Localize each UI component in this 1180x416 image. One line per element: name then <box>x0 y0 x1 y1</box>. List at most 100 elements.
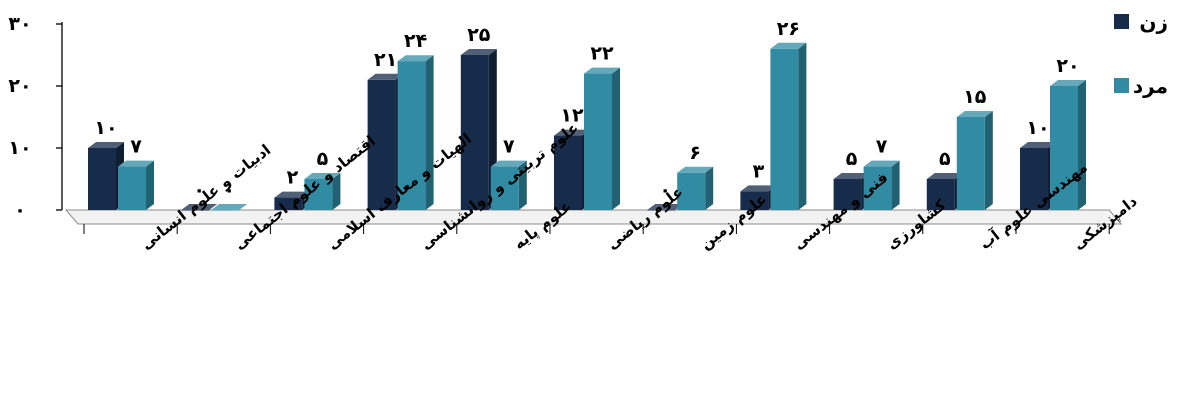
bar-front <box>211 210 240 211</box>
bar-front <box>554 135 582 210</box>
bar-front <box>833 179 862 210</box>
legend-swatch <box>1114 78 1129 93</box>
data-label: ۲۲ <box>590 43 614 65</box>
data-label: ۱۲ <box>560 105 584 127</box>
bar-top <box>118 160 154 167</box>
floor-plane <box>64 209 1123 225</box>
bar-front <box>1050 86 1078 210</box>
bars <box>88 42 1086 211</box>
bar-top <box>490 160 527 167</box>
data-label: ۵ <box>846 148 858 170</box>
bar-top <box>554 129 590 136</box>
bar <box>584 67 620 210</box>
bar-front <box>677 172 706 210</box>
bar-top <box>770 42 807 49</box>
data-label: ۲ <box>287 167 299 189</box>
legend-swatch <box>1114 14 1129 29</box>
bar-side <box>984 111 993 210</box>
bar-top <box>304 173 341 179</box>
bar-top <box>397 55 434 62</box>
data-label: ۰ <box>223 179 235 201</box>
legend-label: مرد <box>1133 74 1168 98</box>
bar-front <box>367 79 396 210</box>
bar-side <box>891 160 900 210</box>
bar-front <box>460 55 489 210</box>
data-label: ۲۶ <box>777 18 800 40</box>
legend-label: زن <box>1139 10 1168 34</box>
bar-top <box>863 160 900 167</box>
data-label: ۰ <box>659 179 671 201</box>
bar-front <box>88 148 116 210</box>
data-label: ۵ <box>939 148 951 170</box>
bar <box>490 160 527 210</box>
data-label: ۱۰ <box>94 117 117 139</box>
bar-top <box>677 166 714 173</box>
bar <box>863 160 900 210</box>
bar-side <box>798 42 807 210</box>
bar-top <box>956 111 993 117</box>
bar-front <box>304 179 333 210</box>
bar-front <box>740 191 769 210</box>
bar-side <box>146 160 154 210</box>
y-tick-label: ۰ <box>14 199 26 221</box>
data-label: ۲۵ <box>467 24 491 46</box>
bar <box>118 160 154 210</box>
bar-top <box>740 185 777 192</box>
bar-front <box>118 166 146 210</box>
y-tick-label: ۱۰ <box>8 137 31 159</box>
bar <box>770 42 807 210</box>
bar <box>397 55 434 211</box>
data-label: ۶ <box>689 142 701 164</box>
data-label: ۷ <box>503 136 515 158</box>
bar-front <box>181 210 210 211</box>
bar-top <box>460 49 497 55</box>
bar <box>88 142 124 210</box>
data-label: ۲۰ <box>1056 55 1079 77</box>
bar-top <box>367 73 404 80</box>
bar-front <box>770 48 799 210</box>
data-label: ۷ <box>130 136 142 158</box>
bar <box>1050 80 1086 210</box>
data-label: ۷ <box>876 136 888 158</box>
bar <box>677 166 714 210</box>
chart-floor <box>64 209 1123 225</box>
bar-top <box>1020 142 1056 148</box>
data-label: ۱۵ <box>963 86 987 108</box>
bar-front <box>863 166 892 210</box>
bar-side <box>705 166 714 210</box>
bar-top <box>211 204 248 210</box>
bar-side <box>425 55 434 211</box>
data-label: ۲۴ <box>404 30 427 52</box>
bar-side <box>1078 80 1086 210</box>
bar <box>211 204 248 211</box>
bar-front <box>274 197 303 210</box>
bar-top <box>926 173 963 179</box>
data-label: ۵ <box>317 148 329 170</box>
y-tick-label: ۲۰ <box>8 75 31 97</box>
data-label: ۳ <box>753 160 765 182</box>
bar-top <box>1050 80 1086 86</box>
data-label: ۲۱ <box>374 49 397 71</box>
bar-top <box>88 142 124 148</box>
bar-top <box>584 67 620 74</box>
bar-front <box>1020 148 1048 210</box>
legend: زن مرد <box>1114 10 1168 98</box>
bar-front <box>647 210 676 211</box>
bar-top <box>647 204 684 210</box>
bar-top <box>181 204 218 210</box>
bar-front <box>397 61 426 211</box>
bar <box>181 204 218 211</box>
bar-front <box>926 179 955 210</box>
bar <box>956 111 993 210</box>
bar-side <box>612 67 620 210</box>
bar-front <box>956 117 985 210</box>
y-tick-label: ۳۰ <box>8 13 31 35</box>
bar-top <box>274 191 311 198</box>
data-label: ۱۰ <box>1026 117 1049 139</box>
data-label: ۰ <box>193 179 205 201</box>
bar-front <box>490 166 519 210</box>
bar <box>647 204 684 211</box>
